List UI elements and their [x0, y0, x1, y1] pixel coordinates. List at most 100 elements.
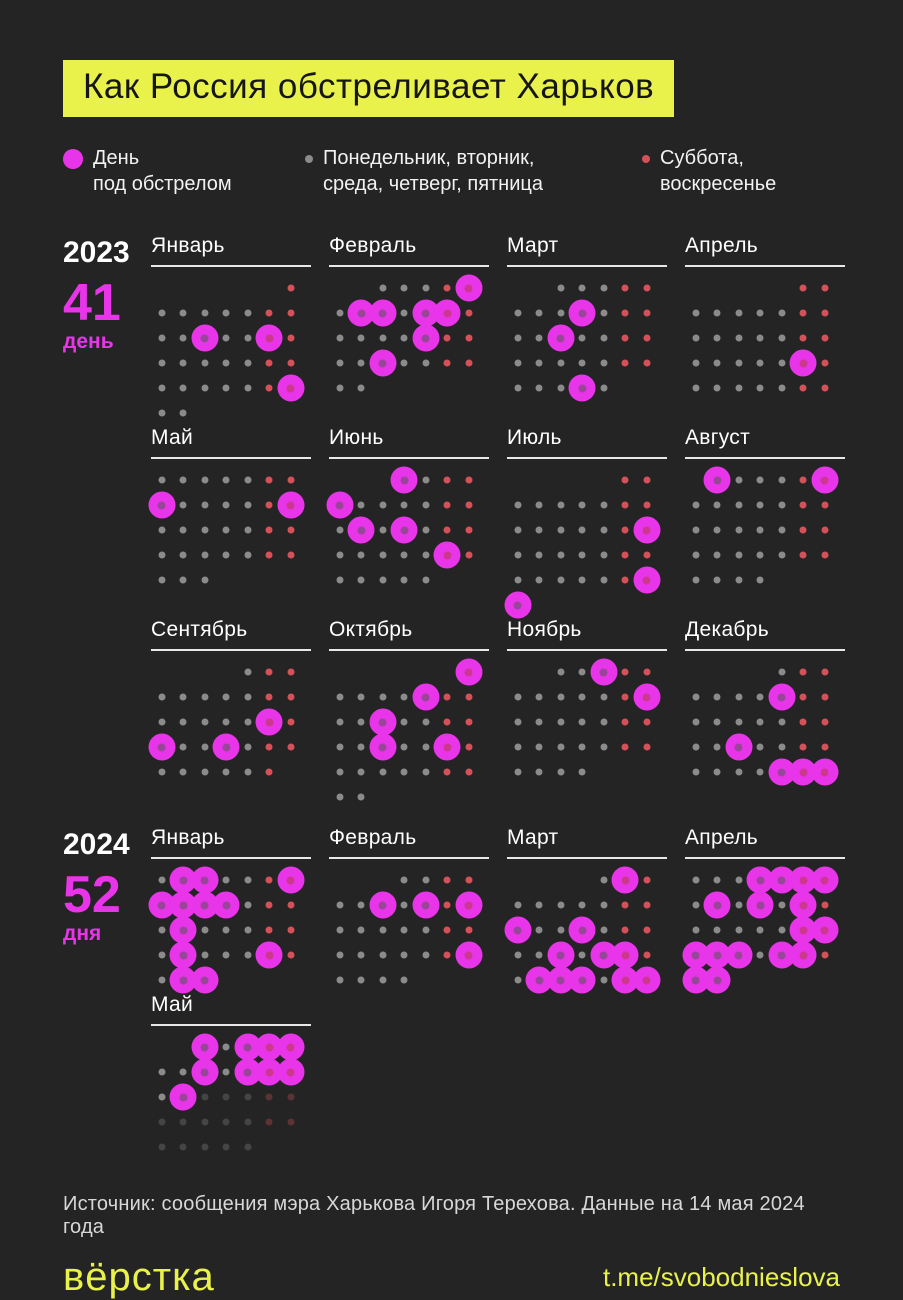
legend-shelled-line1: День [93, 146, 140, 169]
month-block: Март [504, 826, 667, 994]
years-container: 2023 41 день Январь Февраль Март Апрель Май Июнь… [63, 234, 845, 1160]
weekday-day-dot [244, 476, 252, 484]
day-cell [280, 1085, 302, 1110]
day-cell [458, 760, 480, 785]
weekend-day-dot [799, 718, 807, 726]
day-cell [412, 324, 440, 352]
day-cell [750, 518, 772, 543]
day-cell [529, 735, 551, 760]
weekday-day-dot [222, 1043, 230, 1051]
weekday-day-dot [158, 309, 166, 317]
shelled-day-dot [433, 541, 461, 569]
weekday-day-dot [158, 768, 166, 776]
empty-cell [151, 276, 173, 301]
day-cell [237, 710, 259, 735]
shelled-day-dot [169, 941, 197, 969]
shelled-day-core [421, 309, 430, 318]
weekday-day-dot [336, 309, 344, 317]
weekday-day-dot [600, 526, 608, 534]
weekend-day-dot [799, 526, 807, 534]
weekday-day-dot [692, 901, 700, 909]
shelled-day-core [691, 976, 700, 985]
weekday-day-dot [600, 901, 608, 909]
day-cell [194, 543, 216, 568]
day-cell [280, 660, 302, 685]
shelled-day-dot [369, 733, 397, 761]
weekday-day-dot [422, 501, 430, 509]
weekday-day-dot [692, 926, 700, 934]
weekend-day-dot [621, 309, 629, 317]
legend-weekend-label: Суббота, воскресенье [660, 145, 776, 198]
shelled-day-dot [191, 1033, 219, 1061]
weekday-day-dot [357, 743, 365, 751]
day-cell [550, 918, 572, 943]
day-cell [593, 493, 615, 518]
empty-cell [173, 276, 195, 301]
month-block: Август [685, 426, 845, 618]
empty-cell [550, 468, 572, 493]
weekday-day-dot [735, 526, 743, 534]
day-cell [550, 893, 572, 918]
shelled-day-core [179, 901, 188, 910]
weekend-day-dot [265, 309, 273, 317]
month-dot-grid [329, 658, 489, 810]
empty-cell [728, 660, 750, 685]
day-cell [529, 301, 551, 326]
legend-item-weekday: Понедельник, вторник, среда, четверг, пя… [305, 145, 642, 198]
empty-cell [507, 276, 529, 301]
weekend-day-dot [465, 309, 473, 317]
month-dot-grid [329, 274, 489, 401]
day-cell [415, 276, 437, 301]
month-title: Август [685, 426, 845, 459]
weekend-day-dot [643, 876, 651, 884]
day-cell [550, 568, 572, 593]
weekday-day-dot [578, 359, 586, 367]
empty-cell [572, 868, 594, 893]
day-cell [369, 299, 397, 327]
day-cell [814, 660, 836, 685]
empty-cell [216, 660, 238, 685]
shelled-day-core [820, 476, 829, 485]
day-cell [611, 866, 639, 894]
empty-cell [685, 276, 707, 301]
shelled-day-dot [725, 941, 753, 969]
weekday-day-dot [557, 901, 565, 909]
shelled-day-core [179, 951, 188, 960]
shelled-day-core [357, 309, 366, 318]
weekday-day-dot [201, 501, 209, 509]
weekend-day-dot [443, 476, 451, 484]
empty-cell [550, 868, 572, 893]
weekday-day-dot [557, 384, 565, 392]
day-cell [237, 376, 259, 401]
day-cell [615, 710, 637, 735]
weekend-day-dot [821, 718, 829, 726]
day-cell [148, 491, 176, 519]
weekday-day-dot [578, 501, 586, 509]
day-cell [572, 893, 594, 918]
year-header: 2024 52 дня [63, 826, 151, 1160]
day-cell [529, 685, 551, 710]
weekend-day-dot [643, 668, 651, 676]
weekday-day-dot [600, 876, 608, 884]
day-cell [814, 943, 836, 968]
day-cell [793, 660, 815, 685]
day-cell [237, 518, 259, 543]
day-cell [771, 660, 793, 685]
telegram-link[interactable]: t.me/svobodnieslova [602, 1261, 840, 1292]
shelled-day-dot [369, 299, 397, 327]
day-cell [615, 493, 637, 518]
shelled-day-dot [789, 941, 817, 969]
weekend-day-dot [287, 901, 295, 909]
weekday-day-dot [535, 359, 543, 367]
month-dot-grid [151, 1033, 311, 1160]
weekend-day-dot [465, 718, 473, 726]
day-cell [415, 943, 437, 968]
weekday-day-dot [692, 876, 700, 884]
day-cell [615, 326, 637, 351]
day-cell [173, 1060, 195, 1085]
weekday-day-dot [201, 768, 209, 776]
shelled-day-core [578, 309, 587, 318]
weekday-day-dot [336, 334, 344, 342]
empty-cell [572, 468, 594, 493]
